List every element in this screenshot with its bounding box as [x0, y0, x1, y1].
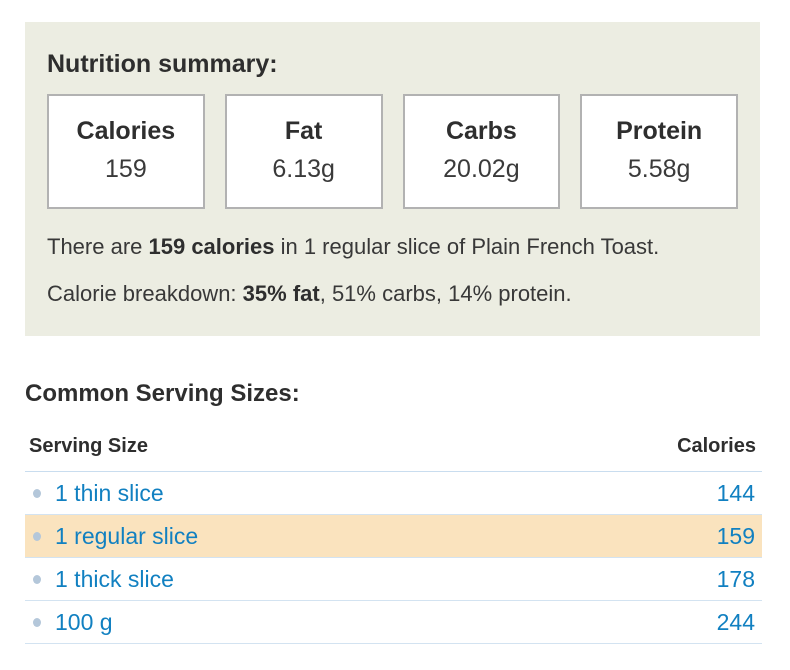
nutrition-page: Nutrition summary: Calories 159 Fat 6.13… — [0, 22, 790, 670]
nutrition-summary-panel: Nutrition summary: Calories 159 Fat 6.13… — [25, 22, 760, 336]
breakdown-sentence-bold: 35% fat — [242, 281, 320, 306]
bullet-icon — [33, 531, 41, 541]
bullet-icon — [33, 574, 41, 584]
fat-box-label: Fat — [284, 117, 323, 145]
serving-row-regular-slice[interactable]: 1 regular slice 159 — [25, 515, 762, 558]
calories-sentence: There are 159 calories in 1 regular slic… — [47, 228, 738, 265]
serving-row-100g[interactable]: 100 g 244 — [25, 601, 762, 644]
calories-box-value: 159 — [105, 155, 147, 183]
protein-box-label: Protein — [616, 117, 703, 145]
carbs-box-label: Carbs — [445, 117, 517, 145]
breakdown-sentence-suffix: , 51% carbs, 14% protein. — [319, 281, 572, 306]
carbs-box-value: 20.02g — [443, 155, 520, 183]
serving-link-regular-slice[interactable]: 1 regular slice — [55, 522, 199, 549]
protein-box: Protein 5.58g — [580, 94, 738, 209]
calories-link-100g[interactable]: 244 — [716, 608, 755, 635]
calories-link-thin-slice[interactable]: 144 — [716, 479, 755, 506]
calories-sentence-bold: 159 calories — [148, 234, 275, 259]
serving-row-thick-slice[interactable]: 1 thick slice 178 — [25, 558, 762, 601]
serving-sizes-table: Serving Size Calories 1 thin slice 144 1… — [25, 435, 762, 644]
breakdown-sentence-prefix: Calorie breakdown: — [47, 281, 243, 306]
serving-table-header: Serving Size Calories — [25, 435, 762, 472]
breakdown-sentence: Calorie breakdown: 35% fat, 51% carbs, 1… — [47, 275, 738, 312]
nutrition-summary-title: Nutrition summary: — [47, 50, 278, 78]
bullet-icon — [33, 488, 41, 498]
common-serving-sizes-title: Common Serving Sizes: — [25, 380, 300, 407]
calories-box-label: Calories — [76, 117, 176, 145]
calories-sentence-prefix: There are — [47, 234, 149, 259]
protein-box-value: 5.58g — [627, 155, 691, 183]
column-header-calories: Calories — [677, 435, 756, 457]
serving-row-thin-slice[interactable]: 1 thin slice 144 — [25, 472, 762, 515]
serving-link-100g[interactable]: 100 g — [55, 608, 113, 635]
calories-link-regular-slice[interactable]: 159 — [716, 522, 755, 549]
calories-sentence-suffix: in 1 regular slice of Plain French Toast… — [274, 234, 660, 259]
carbs-box: Carbs 20.02g — [402, 94, 561, 209]
calories-box: Calories 159 — [47, 94, 205, 209]
calories-link-thick-slice[interactable]: 178 — [716, 565, 755, 592]
nutrient-boxes: Calories 159 Fat 6.13g Carbs 20.02g Prot… — [47, 94, 738, 209]
serving-link-thin-slice[interactable]: 1 thin slice — [55, 479, 164, 506]
column-header-serving-size: Serving Size — [29, 435, 148, 457]
serving-link-thick-slice[interactable]: 1 thick slice — [55, 565, 174, 592]
fat-box: Fat 6.13g — [224, 94, 383, 209]
fat-box-value: 6.13g — [272, 155, 335, 183]
bullet-icon — [33, 617, 41, 627]
